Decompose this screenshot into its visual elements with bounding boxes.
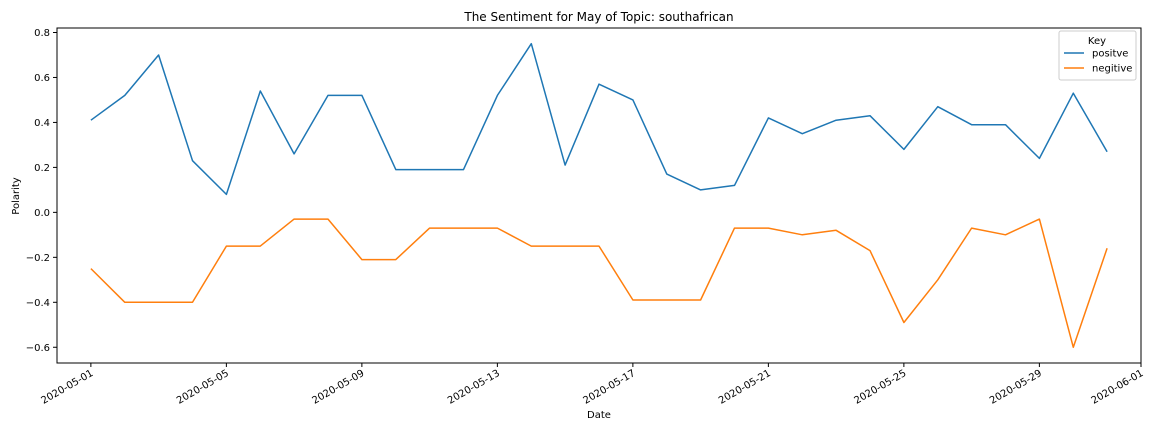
y-tick-label: 0.6	[34, 73, 50, 84]
x-tick-label: 2020-05-29	[988, 368, 1044, 407]
legend: Key positve negitive	[1058, 30, 1137, 81]
legend-title: Key	[1088, 36, 1106, 47]
y-axis-label: Polarity	[11, 177, 22, 215]
y-tick-label: −0.6	[26, 343, 50, 354]
x-tick-label: 2020-05-17	[582, 368, 638, 407]
x-tick-label: 2020-06-01	[1090, 368, 1146, 407]
x-axis-label: Date	[587, 410, 611, 421]
x-tick-label: 2020-05-09	[311, 368, 367, 407]
chart-title: The Sentiment for May of Topic: southafr…	[463, 10, 733, 24]
y-tick-label: −0.2	[26, 253, 50, 264]
legend-label-negitive: negitive	[1092, 64, 1132, 75]
y-tick-label: 0.8	[34, 28, 50, 39]
series-lines	[90, 42, 1108, 349]
y-tick-label: 0.2	[34, 163, 50, 174]
y-tick-label: 0.4	[34, 118, 50, 129]
y-tick-label: −0.4	[26, 298, 50, 309]
x-tick-label: 2020-05-25	[853, 368, 909, 407]
y-axis-ticks: −0.6 −0.4 −0.2 0.0 0.2 0.4 0.6 0.8	[26, 28, 57, 354]
x-axis-ticks: 2020-05-01 2020-05-05 2020-05-09 2020-05-13…	[40, 363, 1146, 407]
legend-label-positve: positve	[1092, 49, 1128, 60]
y-tick-label: 0.0	[34, 208, 50, 219]
x-tick-label: 2020-05-21	[717, 368, 773, 407]
series-line-negitive	[90, 218, 1108, 349]
x-tick-label: 2020-05-01	[40, 368, 96, 407]
plot-area-frame	[56, 27, 1142, 364]
x-tick-label: 2020-05-13	[446, 368, 502, 407]
series-line-positve	[90, 42, 1108, 196]
x-tick-label: 2020-05-05	[175, 368, 231, 407]
